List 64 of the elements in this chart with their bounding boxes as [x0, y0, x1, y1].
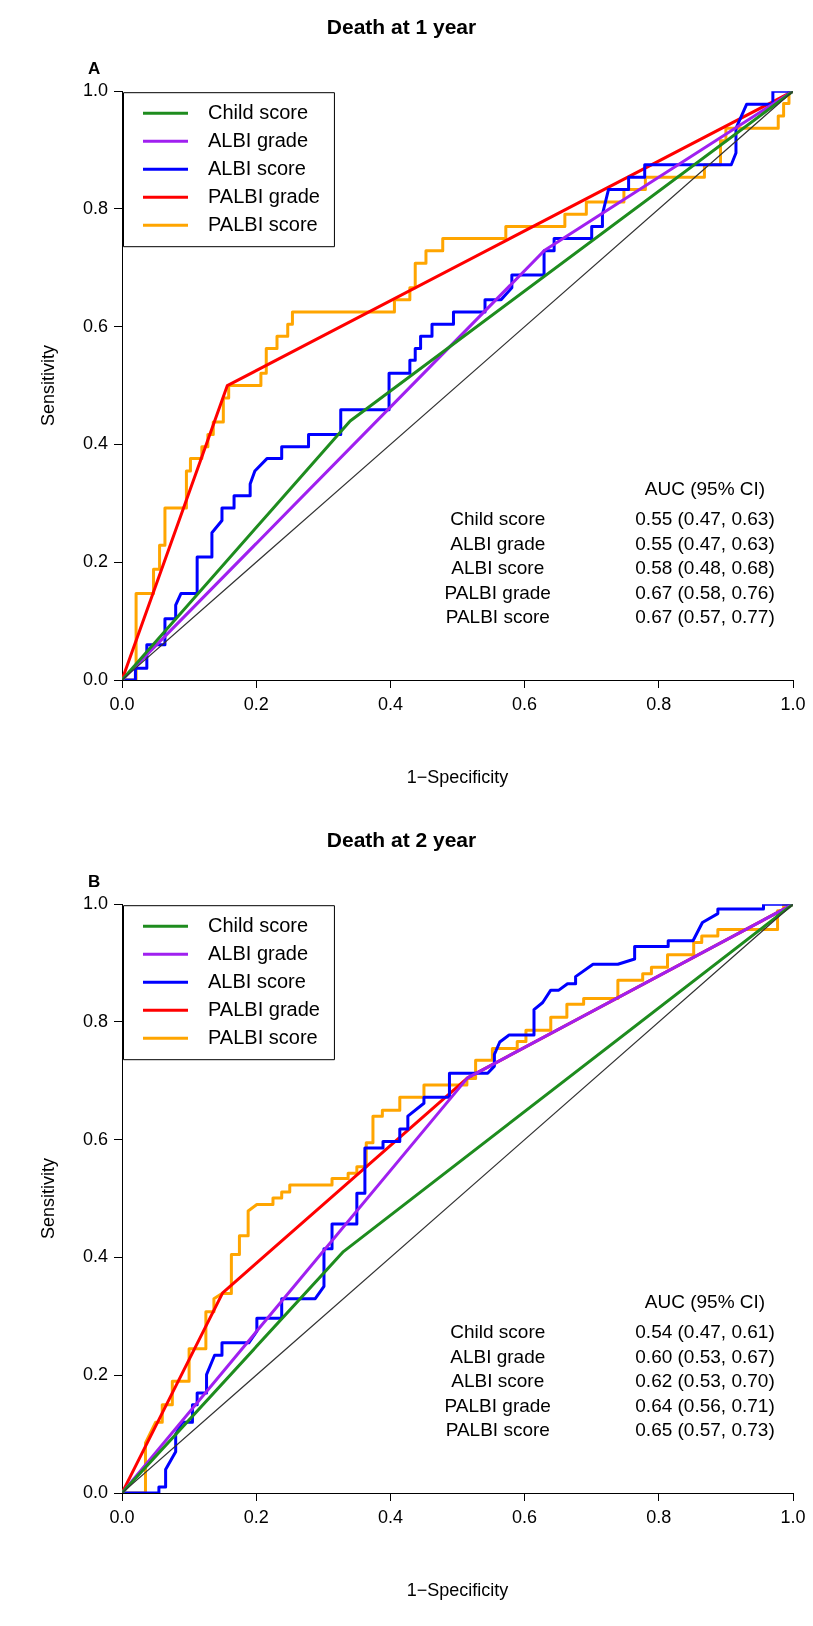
y-tick-label: 0.0 [82, 668, 108, 689]
annotation: 0.67 (0.57, 0.77) [635, 606, 775, 628]
annotation: ALBI score [451, 557, 545, 579]
annotation: ALBI score [451, 1370, 545, 1392]
y-tick-label: 0.4 [82, 1246, 108, 1267]
legend-label: ALBI score [208, 969, 306, 992]
legend-label: Child score [208, 913, 309, 936]
annotation: PALBI grade [444, 581, 551, 603]
x-tick-label: 0.6 [512, 1506, 538, 1527]
x-tick-label: 1.0 [780, 693, 806, 714]
x-tick-label: 0.4 [377, 1506, 403, 1527]
annotation: ALBI grade [450, 1345, 546, 1367]
x-tick-label: 0.0 [109, 1506, 135, 1527]
annotation: 0.67 (0.58, 0.76) [635, 581, 775, 603]
annotation: AUC (95% CI) [644, 478, 766, 500]
x-tick-label: 0.4 [377, 693, 403, 714]
annotation: 0.55 (0.47, 0.63) [635, 508, 775, 530]
y-tick-label: 1.0 [82, 80, 108, 101]
annotation: ALBI grade [450, 532, 546, 554]
x-axis-title: 1−Specificity [406, 767, 509, 788]
x-tick-label: 0.8 [646, 693, 672, 714]
legend-label: PALBI grade [208, 997, 320, 1020]
annotation: AUC (95% CI) [644, 1291, 766, 1313]
legend-label: PALBI grade [208, 184, 320, 207]
x-tick-label: 0.6 [512, 693, 538, 714]
legend-label: ALBI grade [208, 941, 309, 964]
annotation: 0.60 (0.53, 0.67) [635, 1345, 775, 1367]
x-tick-label: 0.0 [109, 693, 135, 714]
legend-label: PALBI score [208, 212, 318, 235]
y-tick-label: 0.0 [82, 1481, 108, 1502]
legend-label: Child score [208, 100, 309, 123]
x-tick-label: 0.2 [243, 1506, 269, 1527]
chart-title: Death at 1 year [326, 15, 477, 39]
y-axis-title: Sensitivity [37, 345, 58, 427]
y-axis-title: Sensitivity [37, 1158, 58, 1240]
y-tick-label: 0.6 [82, 1128, 108, 1149]
annotation: PALBI score [445, 606, 550, 628]
y-tick-label: 1.0 [82, 893, 108, 914]
x-axis-title: 1−Specificity [406, 1580, 509, 1601]
x-tick-label: 1.0 [780, 1506, 806, 1527]
text: A [88, 58, 101, 78]
annotation: Child score [450, 1321, 546, 1343]
annotation: 0.54 (0.47, 0.61) [635, 1321, 775, 1343]
legend-label: PALBI score [208, 1025, 318, 1048]
y-tick-label: 0.6 [82, 315, 108, 336]
annotation: PALBI score [445, 1419, 550, 1441]
chart-title: Death at 2 year [326, 828, 477, 852]
annotation: 0.62 (0.53, 0.70) [635, 1370, 775, 1392]
y-tick-label: 0.8 [82, 1010, 108, 1031]
y-tick-label: 0.8 [82, 197, 108, 218]
x-tick-label: 0.2 [243, 693, 269, 714]
legend-label: ALBI grade [208, 128, 309, 151]
y-tick-label: 0.4 [82, 433, 108, 454]
legend-label: ALBI score [208, 156, 306, 179]
annotation: 0.64 (0.56, 0.71) [635, 1394, 775, 1416]
annotation: 0.58 (0.48, 0.68) [635, 557, 775, 579]
annotation: Child score [450, 508, 546, 530]
annotation: 0.55 (0.47, 0.63) [635, 532, 775, 554]
text: B [88, 871, 101, 891]
y-tick-label: 0.2 [82, 551, 108, 572]
x-tick-label: 0.8 [646, 1506, 672, 1527]
annotation: PALBI grade [444, 1394, 551, 1416]
y-tick-label: 0.2 [82, 1364, 108, 1385]
annotation: 0.65 (0.57, 0.73) [635, 1419, 775, 1441]
